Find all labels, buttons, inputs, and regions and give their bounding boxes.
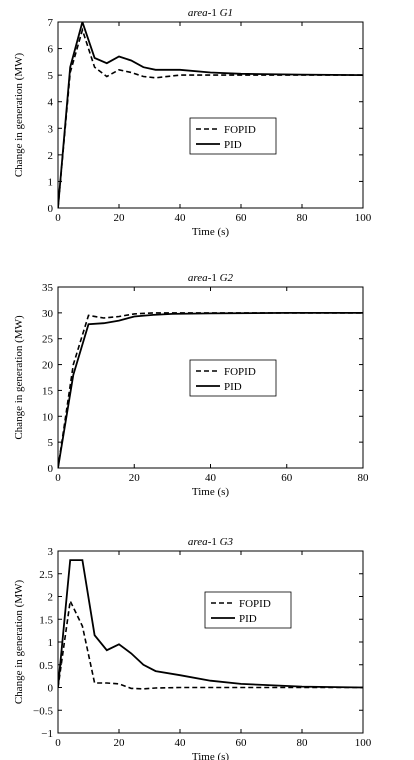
y-tick-label: −1 bbox=[41, 728, 53, 740]
y-axis-label: Change in generation (MW) bbox=[13, 580, 25, 705]
y-tick-label: 15 bbox=[42, 385, 54, 397]
y-tick-label: 0.5 bbox=[39, 660, 53, 672]
x-tick-label: 60 bbox=[236, 737, 248, 749]
chart-2: 0 20 40 60 80 0 5 10 15 20 25 30 35 area-1 G2 Time (s)… bbox=[13, 272, 369, 498]
chart-1: 0 20 40 60 80 100 0 1 2 3 4 5 6 7 area-1 G1 Time (s) Cha… bbox=[13, 7, 372, 238]
legend: FOPID PID bbox=[204, 591, 292, 629]
x-tick-label: 80 bbox=[358, 472, 370, 484]
x-tick-label: 60 bbox=[236, 212, 248, 224]
title-prefix: area bbox=[188, 272, 208, 284]
y-tick-label: 3 bbox=[48, 123, 54, 135]
y-tick-label: −0.5 bbox=[33, 705, 53, 717]
title-suffix: -1 bbox=[208, 7, 220, 19]
y-tick-label: 35 bbox=[42, 282, 54, 294]
x-tick-label: 100 bbox=[355, 737, 372, 749]
x-tick-label: 100 bbox=[355, 212, 372, 224]
x-tick-label: 40 bbox=[175, 737, 187, 749]
plot-frame bbox=[57, 550, 364, 734]
legend-box bbox=[204, 591, 292, 629]
y-tick-label: 2 bbox=[48, 150, 54, 162]
y-tick-label: 1 bbox=[48, 176, 54, 188]
x-tick-label: 80 bbox=[297, 737, 309, 749]
y-tick-label: 1 bbox=[48, 637, 54, 649]
legend: FOPID PID bbox=[189, 117, 277, 155]
x-tick-label: 0 bbox=[55, 472, 61, 484]
legend: FOPID PID bbox=[189, 359, 277, 397]
y-tick-label: 25 bbox=[42, 334, 54, 346]
x-tick-label: 60 bbox=[281, 472, 293, 484]
chart-title: area-1 G2 bbox=[188, 272, 234, 284]
x-tick-label: 20 bbox=[114, 737, 126, 749]
y-tick-label: 2.5 bbox=[39, 569, 53, 581]
title-prefix: area bbox=[188, 536, 208, 548]
title-generator: G3 bbox=[220, 536, 234, 548]
chart-title: area-1 G1 bbox=[188, 7, 233, 19]
plot-frame bbox=[57, 21, 364, 209]
chart-title: area-1 G3 bbox=[188, 536, 234, 548]
x-tick-label: 0 bbox=[55, 212, 61, 224]
x-tick-label: 40 bbox=[175, 212, 187, 224]
legend-label-fopid: FOPID bbox=[239, 598, 271, 610]
y-tick-label: 6 bbox=[48, 44, 54, 56]
series-line-pid bbox=[58, 22, 363, 208]
title-suffix: -1 bbox=[208, 272, 220, 284]
legend-label-pid: PID bbox=[224, 381, 242, 393]
x-tick-label: 80 bbox=[297, 212, 309, 224]
y-tick-label: 0 bbox=[48, 683, 54, 695]
x-tick-label: 0 bbox=[55, 737, 61, 749]
title-generator: G1 bbox=[220, 7, 233, 19]
legend-label-fopid: FOPID bbox=[224, 366, 256, 378]
x-tick-label: 20 bbox=[129, 472, 141, 484]
series-line-fopid bbox=[58, 27, 363, 208]
series-line-pid bbox=[58, 312, 363, 468]
y-tick-label: 0 bbox=[48, 463, 54, 475]
x-tick-label: 20 bbox=[114, 212, 126, 224]
chart-3: 0 20 40 60 80 100 −1 −0.5 0 0.5 1 1.5 2 2.5 3 area-1 G3… bbox=[13, 536, 372, 760]
title-prefix: area bbox=[188, 7, 208, 19]
title-generator: G2 bbox=[220, 272, 234, 284]
legend-label-pid: PID bbox=[239, 613, 257, 625]
legend-box bbox=[189, 117, 277, 155]
series-line-pid bbox=[58, 559, 363, 689]
y-tick-label: 1.5 bbox=[39, 614, 53, 626]
legend-label-fopid: FOPID bbox=[224, 124, 256, 136]
series-line-fopid bbox=[58, 598, 363, 690]
y-tick-label: 20 bbox=[42, 360, 54, 372]
x-axis-label: Time (s) bbox=[192, 486, 230, 498]
legend-label-pid: PID bbox=[224, 139, 242, 151]
y-axis-label: Change in generation (MW) bbox=[13, 315, 25, 440]
y-tick-label: 10 bbox=[42, 411, 54, 423]
series-line-fopid bbox=[58, 312, 363, 468]
y-tick-label: 4 bbox=[48, 97, 54, 109]
title-suffix: -1 bbox=[208, 536, 220, 548]
legend-box bbox=[189, 359, 277, 397]
x-axis-label: Time (s) bbox=[192, 226, 230, 238]
y-axis-label: Change in generation (MW) bbox=[13, 53, 25, 178]
x-tick-label: 40 bbox=[205, 472, 217, 484]
y-tick-label: 0 bbox=[48, 203, 54, 215]
x-axis-label: Time (s) bbox=[192, 751, 230, 760]
y-tick-label: 30 bbox=[42, 308, 54, 320]
y-tick-label: 2 bbox=[48, 592, 54, 604]
y-tick-label: 7 bbox=[48, 17, 54, 29]
y-tick-label: 5 bbox=[48, 70, 54, 82]
y-tick-label: 5 bbox=[48, 437, 54, 449]
y-tick-label: 3 bbox=[48, 546, 54, 558]
